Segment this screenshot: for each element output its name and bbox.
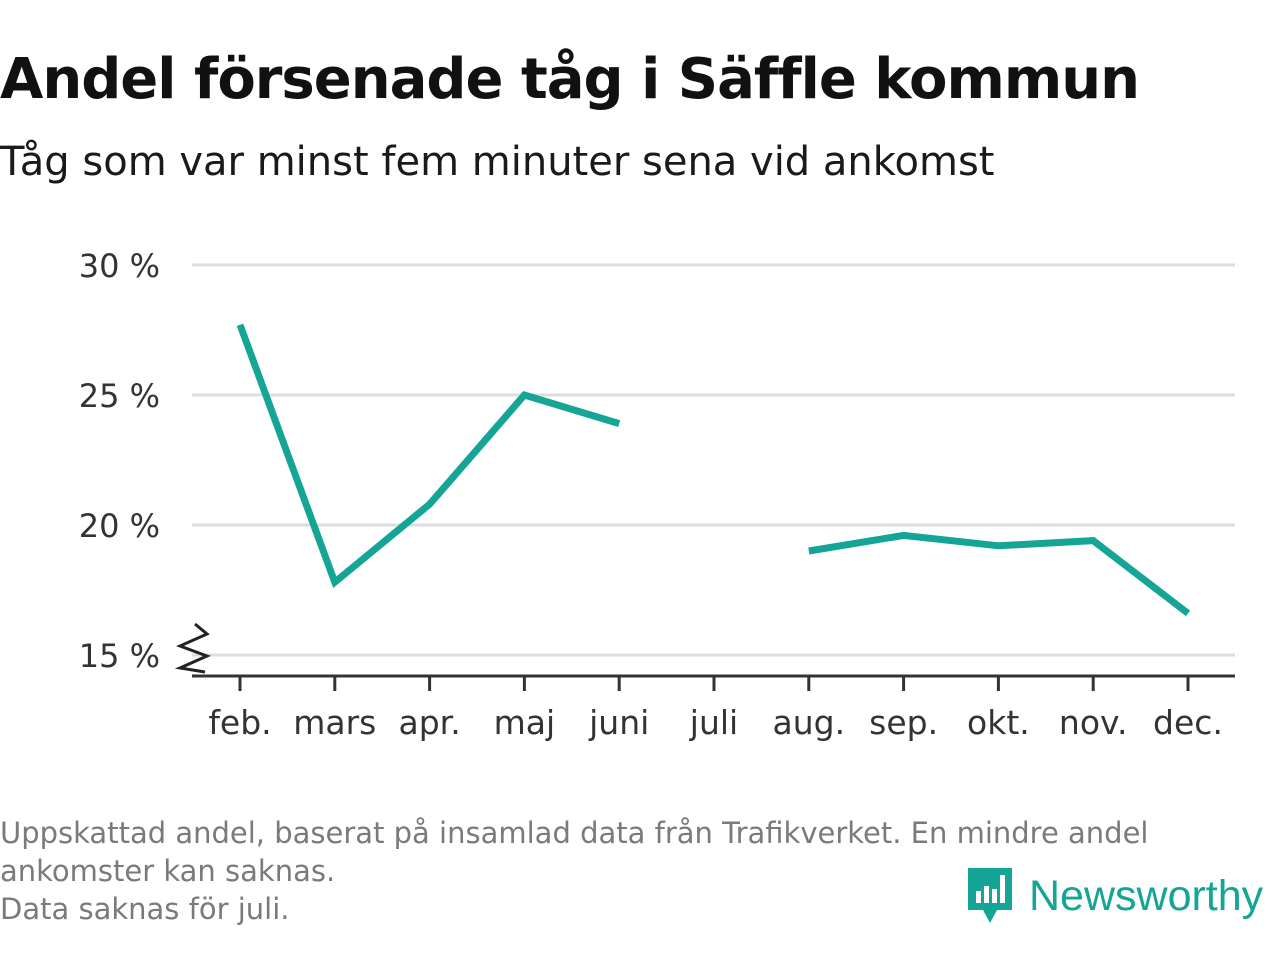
series-line-segment <box>236 323 621 589</box>
y-axis-tick-labels: 15 % 20 % 25 % 30 % <box>79 247 160 675</box>
bar-chart-speech-bubble-icon <box>968 868 1012 923</box>
gridlines <box>192 263 1235 657</box>
line-chart: 15 % 20 % 25 % 30 % feb. mars apr. maj juni juli… <box>79 247 1235 742</box>
y-tick-label: 20 % <box>79 507 160 545</box>
x-tick-label: juli <box>689 703 738 742</box>
x-tick-label: feb. <box>208 703 271 742</box>
y-tick-label: 15 % <box>79 637 160 675</box>
x-tick-label: aug. <box>773 703 846 742</box>
chart-subtitle: Tåg som var minst fem minuter sena vid a… <box>0 139 995 185</box>
footnote-line-2: ankomster kan saknas. <box>0 854 336 888</box>
footnote: Uppskattad andel, baserat på insamlad da… <box>0 814 1149 928</box>
axis-break-icon <box>174 622 211 674</box>
axis-break-zigzag <box>174 622 211 674</box>
x-tick-label: mars <box>293 703 376 742</box>
x-tick-label: sep. <box>869 703 938 742</box>
x-tick-label: apr. <box>398 703 460 742</box>
data-series <box>236 323 1191 617</box>
y-tick-label: 30 % <box>79 247 160 285</box>
x-axis <box>192 674 1235 691</box>
x-tick-label: dec. <box>1153 703 1223 742</box>
chart-title: Andel försenade tåg i Säffle kommun <box>0 47 1140 112</box>
footnote-line-1: Uppskattad andel, baserat på insamlad da… <box>0 816 1149 850</box>
newsworthy-logo: Newsworthy <box>965 864 1263 928</box>
footnote-line-3: Data saknas för juli. <box>0 892 290 926</box>
x-tick-label: juni <box>588 703 649 742</box>
x-tick-label: okt. <box>967 703 1030 742</box>
x-tick-label: maj <box>494 703 556 742</box>
series-line-segment <box>808 531 1191 617</box>
brand-name: Newsworthy <box>1029 871 1264 920</box>
y-tick-label: 25 % <box>79 377 160 415</box>
x-axis-tick-labels: feb. mars apr. maj juni juli aug. sep. okt. nov. d… <box>208 703 1223 742</box>
x-tick-label: nov. <box>1059 703 1128 742</box>
